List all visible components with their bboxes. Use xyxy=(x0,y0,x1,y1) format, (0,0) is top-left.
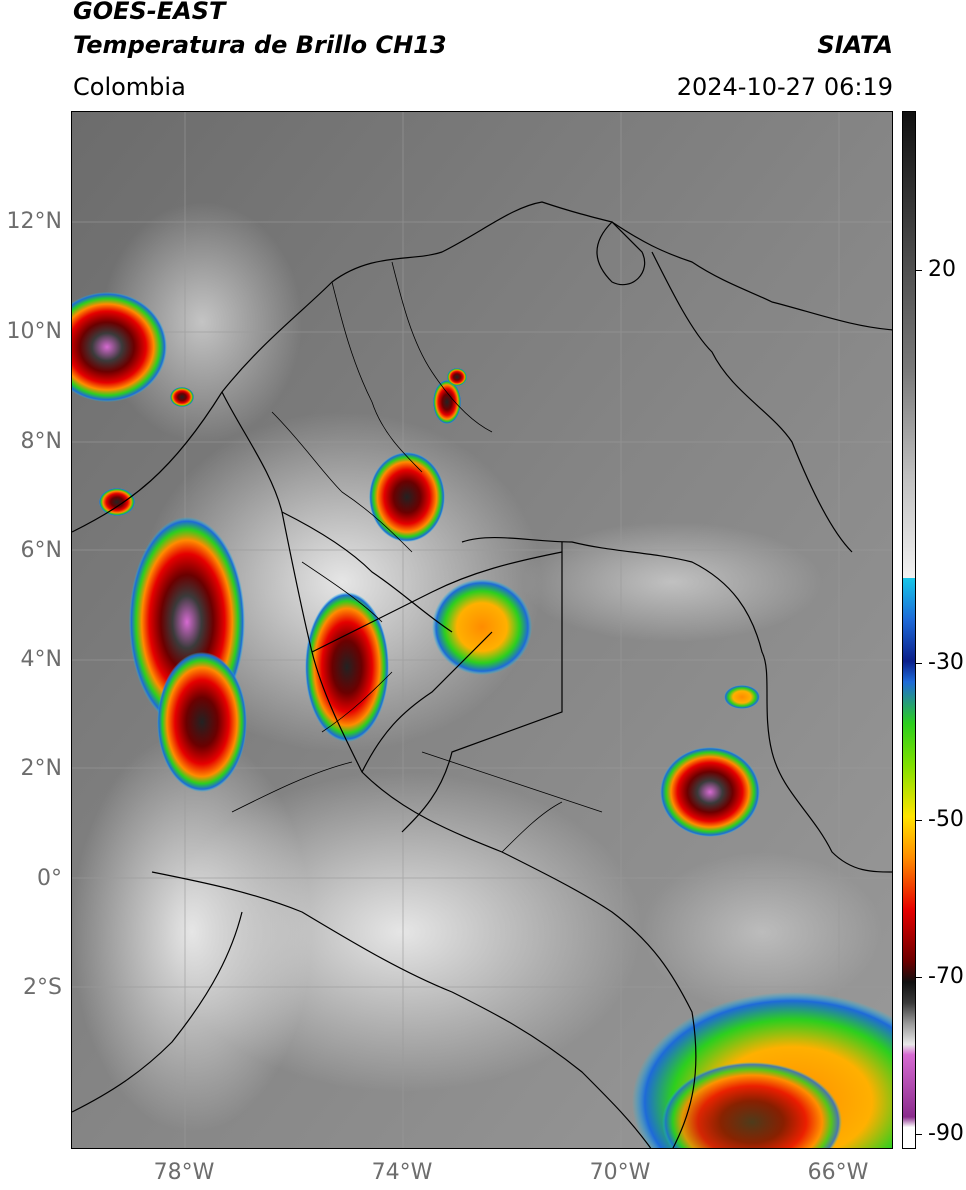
storm-cell xyxy=(662,1062,842,1148)
lat-label-4n: 4°N xyxy=(20,647,62,672)
datetime-label: 2024-10-27 06:19 xyxy=(676,73,893,101)
storm-cell xyxy=(447,368,467,386)
colorbar-label-20: 20 xyxy=(928,257,956,282)
colorbar-label-minus30: -30 xyxy=(928,650,964,675)
storm-cell xyxy=(369,452,445,542)
product-title: Temperatura de Brillo CH13 xyxy=(73,31,447,59)
colorbar-label-minus50: -50 xyxy=(928,807,964,832)
storm-cell xyxy=(72,292,167,402)
temperature-colorbar xyxy=(902,111,916,1149)
colorbar-label-minus70: -70 xyxy=(928,964,964,989)
agency-label: SIATA xyxy=(817,31,893,59)
cloud-region xyxy=(642,852,882,1012)
map-canvas xyxy=(72,112,892,1148)
colorbar-tick xyxy=(916,977,922,978)
storm-cell xyxy=(660,747,760,837)
cloud-region xyxy=(522,522,822,642)
lat-label-2n: 2°N xyxy=(20,756,62,781)
borders xyxy=(72,201,892,1148)
storm-cell xyxy=(170,387,194,407)
storm-cell xyxy=(724,685,760,709)
storm-cell xyxy=(305,592,389,742)
colorbar-label-minus90: -90 xyxy=(928,1121,964,1146)
lat-label-2s: 2°S xyxy=(23,975,62,1000)
colorbar-tick xyxy=(916,1134,922,1135)
satellite-title: GOES-EAST xyxy=(73,0,226,25)
lon-label-78w: 78°W xyxy=(153,1160,215,1185)
storm-cell xyxy=(433,380,461,424)
satellite-map[interactable] xyxy=(71,111,893,1149)
lon-label-74w: 74°W xyxy=(371,1160,433,1185)
storm-cell xyxy=(157,652,247,792)
lon-label-66w: 66°W xyxy=(807,1160,869,1185)
storm-cell xyxy=(432,579,532,675)
lat-label-12n: 12°N xyxy=(6,209,62,234)
colorbar-tick xyxy=(916,270,922,271)
lat-label-0: 0° xyxy=(37,866,62,891)
departments xyxy=(231,261,603,853)
lat-label-10n: 10°N xyxy=(6,319,62,344)
lon-label-70w: 70°W xyxy=(589,1160,651,1185)
lat-label-6n: 6°N xyxy=(20,538,62,563)
colorbar-tick xyxy=(916,820,922,821)
storm-cell xyxy=(99,488,135,516)
colorbar-tick xyxy=(916,663,922,664)
cloud-region xyxy=(72,732,312,1132)
lat-label-8n: 8°N xyxy=(20,429,62,454)
region-label: Colombia xyxy=(73,73,186,101)
